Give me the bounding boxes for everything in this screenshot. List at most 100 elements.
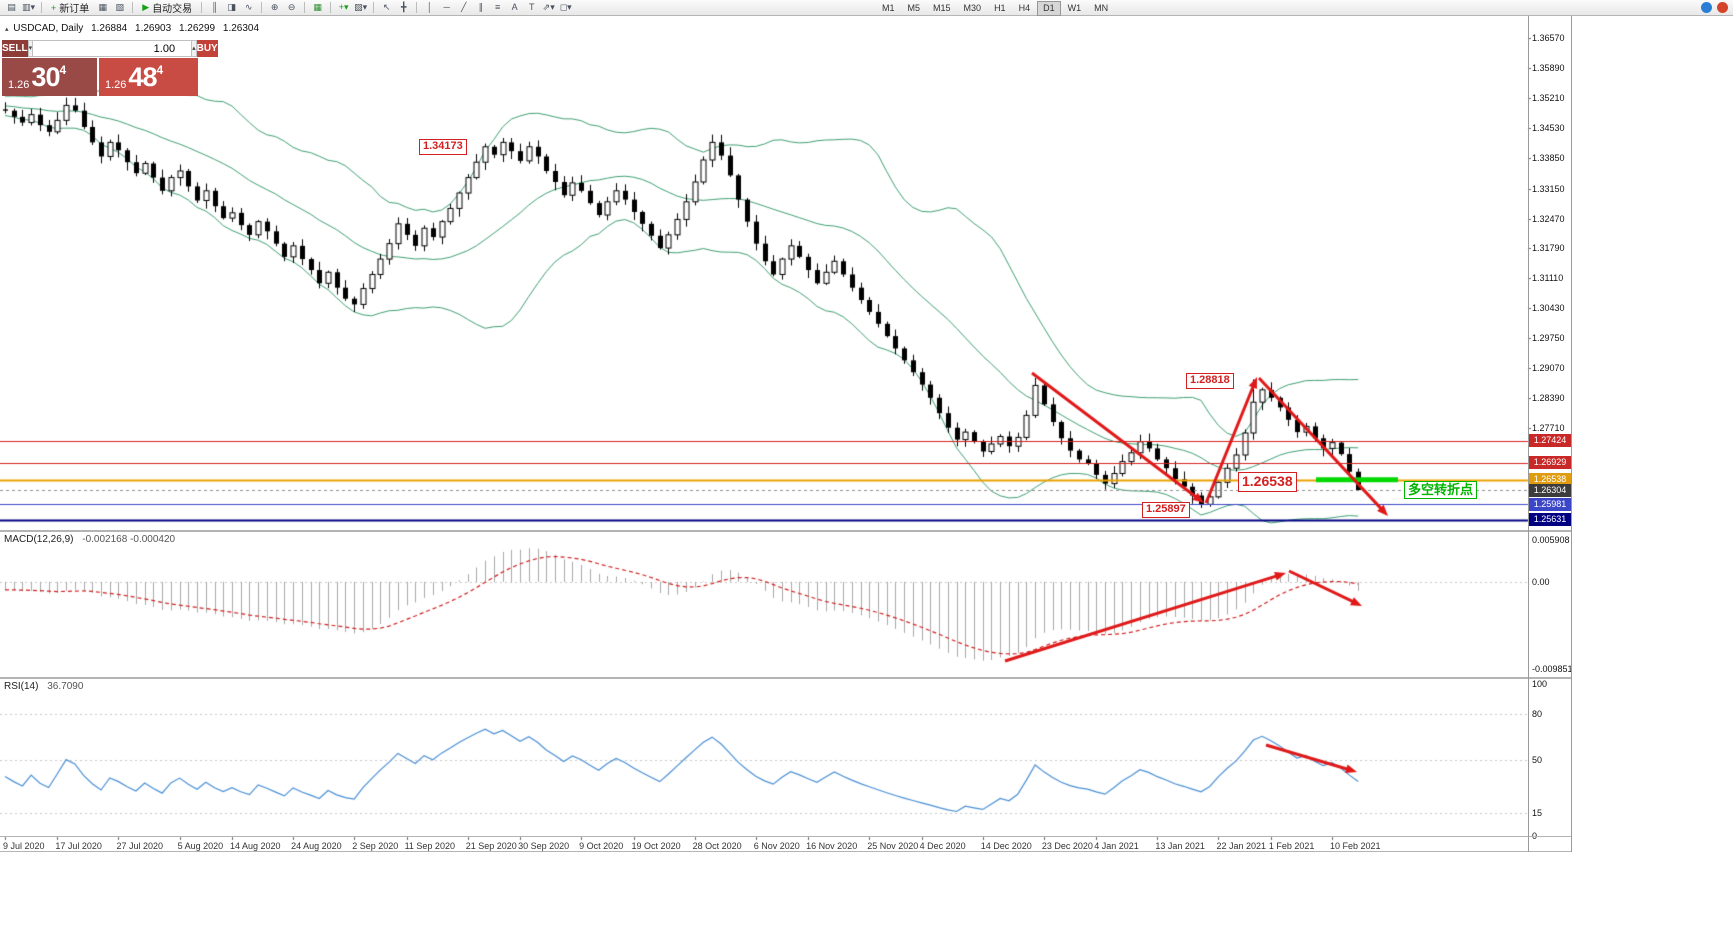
date-axis-label[interactable]: 4 Dec 2020: [919, 841, 966, 851]
rsi-indicator-label: RSI(14) 36.7090: [4, 681, 83, 692]
price-axis-tick: 1.29070: [1532, 363, 1565, 374]
date-axis-label[interactable]: 11 Sep 2020: [404, 841, 455, 851]
price-axis-tick: 1.35890: [1532, 62, 1565, 73]
crosshair-icon[interactable]: ╋: [400, 2, 407, 12]
shapes-icon[interactable]: ◻▾: [559, 2, 572, 12]
date-axis-label[interactable]: 17 Jul 2020: [55, 841, 102, 851]
tile-windows-icon[interactable]: ▦: [313, 2, 322, 12]
autotrading-button[interactable]: ▶ 自动交易: [138, 1, 196, 15]
data-window-icon[interactable]: ▧: [115, 2, 125, 12]
horizontal-line-icon[interactable]: ─: [443, 2, 450, 12]
buy-price-sup: 4: [156, 63, 164, 77]
templates-icon[interactable]: ▨▾: [354, 2, 368, 12]
notifications-icon[interactable]: [1717, 2, 1728, 13]
date-axis-label[interactable]: 1 Feb 2021: [1268, 841, 1315, 851]
date-axis-label[interactable]: 25 Nov 2020: [867, 841, 919, 851]
volume-increase-button[interactable]: ▴: [191, 40, 197, 57]
price-badge-1-25631: 1.25631: [1529, 513, 1571, 527]
price-axis-tick: 1.33850: [1532, 152, 1565, 163]
price-axis-tick: 1.33150: [1532, 183, 1565, 194]
buy-price-panel[interactable]: 1.26 48 4: [99, 58, 198, 96]
timeframe-d1-button[interactable]: D1: [1037, 1, 1061, 16]
note-turning-point[interactable]: 多空转折点: [1404, 481, 1478, 500]
zoom-in-icon[interactable]: ⊕: [270, 2, 279, 12]
price-axis-tick: 1.31790: [1532, 243, 1565, 254]
price-flag-1-28818[interactable]: 1.28818: [1186, 373, 1234, 389]
line-chart-icon[interactable]: ∿: [244, 2, 253, 12]
date-axis-label[interactable]: 5 Aug 2020: [177, 841, 224, 851]
cursor-icon[interactable]: ↖: [382, 2, 391, 12]
macd-indicator-label: MACD(12,26,9) -0.002168 -0.000420: [4, 534, 175, 545]
profiles-icon[interactable]: ▥▾: [21, 2, 36, 12]
timeframe-m5-button[interactable]: M5: [907, 3, 921, 13]
timeframe-mn-button[interactable]: MN: [1094, 3, 1109, 13]
price-flag-1-26538[interactable]: 1.26538: [1238, 472, 1297, 492]
text-label-icon[interactable]: T: [528, 2, 535, 12]
chart-macd-separator[interactable]: [0, 530, 1572, 532]
timeframe-w1-button[interactable]: W1: [1067, 3, 1082, 13]
new-chart-icon[interactable]: ▤: [7, 2, 16, 12]
channel-icon[interactable]: ∥: [478, 2, 483, 12]
date-axis-label[interactable]: 27 Jul 2020: [116, 841, 164, 851]
date-axis-label[interactable]: 4 Jan 2021: [1094, 841, 1139, 851]
date-axis-label[interactable]: 2 Sep 2020: [352, 841, 399, 851]
price-axis-tick: 1.29750: [1532, 333, 1565, 344]
toolbar-separator: [330, 2, 332, 13]
autotrading-button-label: 自动交易: [152, 4, 193, 15]
date-axis-label[interactable]: 19 Oct 2020: [631, 841, 681, 851]
candlestick-chart-icon[interactable]: ◨: [227, 2, 236, 12]
date-axis-label[interactable]: 14 Aug 2020: [229, 841, 281, 851]
date-axis-label[interactable]: 28 Oct 2020: [692, 841, 742, 851]
timeframe-m15-button[interactable]: M15: [933, 3, 951, 13]
vertical-line-icon[interactable]: │: [426, 2, 433, 12]
price-badge-1-27424: 1.27424: [1529, 434, 1571, 448]
price-flag-1-25897[interactable]: 1.25897: [1142, 502, 1190, 518]
date-axis-label[interactable]: 30 Sep 2020: [518, 841, 570, 851]
community-icon[interactable]: [1701, 2, 1712, 13]
price-scale-border[interactable]: [1528, 16, 1529, 852]
date-axis-label[interactable]: 14 Dec 2020: [980, 841, 1032, 851]
trendline-icon[interactable]: ╱: [460, 2, 467, 12]
market-watch-icon[interactable]: ▦: [98, 2, 108, 12]
volume-input[interactable]: [33, 40, 192, 57]
zoom-out-icon[interactable]: ⊖: [287, 2, 296, 12]
price-badge-1-25981: 1.25981: [1529, 497, 1571, 511]
ohlc-open: 1.26884: [91, 23, 128, 34]
sell-button[interactable]: SELL: [2, 40, 28, 57]
macd-values: -0.002168 -0.000420: [82, 534, 176, 545]
date-axis-label[interactable]: 6 Nov 2020: [753, 841, 800, 851]
window-right-border: [1571, 16, 1572, 852]
timeframe-h4-button[interactable]: H4: [1018, 3, 1031, 13]
date-axis-label[interactable]: 10 Feb 2021: [1329, 841, 1381, 851]
buy-button[interactable]: BUY: [196, 40, 218, 57]
timeframe-h1-button[interactable]: H1: [994, 3, 1006, 13]
arrows-tool-icon[interactable]: ⇗▾: [542, 2, 555, 12]
price-flag-1-34173[interactable]: 1.34173: [419, 139, 467, 155]
date-axis-label[interactable]: 13 Jan 2021: [1155, 841, 1205, 851]
price-axis-tick: 1.34530: [1532, 122, 1565, 133]
sell-price-panel[interactable]: 1.26 30 4: [2, 58, 97, 96]
date-axis-label[interactable]: 21 Sep 2020: [465, 841, 517, 851]
new-order-button[interactable]: + 新订单: [47, 1, 93, 16]
volume-decrease-button[interactable]: ▾: [27, 40, 34, 57]
date-axis-label[interactable]: 24 Aug 2020: [291, 841, 342, 851]
rsi-scale-80: 80: [1532, 709, 1543, 720]
chart-title: ▴ USDCAD, Daily 1.26884 1.26903 1.26299 …: [5, 23, 264, 34]
indicators-icon[interactable]: +▾: [338, 2, 349, 12]
price-axis-tick: 1.32470: [1532, 213, 1565, 224]
date-axis-label[interactable]: 23 Dec 2020: [1041, 841, 1093, 851]
date-axis-label[interactable]: 9 Oct 2020: [579, 841, 624, 851]
timeframe-m30-button[interactable]: M30: [963, 3, 982, 13]
window-bottom-border: [0, 851, 1572, 852]
date-axis-label[interactable]: 9 Jul 2020: [3, 841, 45, 851]
date-axis-label[interactable]: 22 Jan 2021: [1216, 841, 1267, 851]
text-icon[interactable]: A: [511, 2, 518, 12]
timeframe-m1-button[interactable]: M1: [882, 3, 895, 13]
macd-rsi-separator[interactable]: [0, 677, 1572, 679]
fibonacci-icon[interactable]: ≡: [495, 2, 501, 12]
autotrading-button-icon: ▶: [142, 2, 150, 12]
date-axis-label[interactable]: 16 Nov 2020: [806, 841, 858, 851]
bar-chart-icon[interactable]: ║: [211, 2, 218, 12]
toolbar: ▤ ▥▾ + 新订单 ▦ ▧ ▶ 自动交易 ║ ◨ ∿ ⊕ ⊖ ▦ +▾ ▨▾ ↖ ╋ │ ─ ╱ ∥ ≡ A T ⇗▾ ◻▾ M1…: [0, 0, 1733, 16]
